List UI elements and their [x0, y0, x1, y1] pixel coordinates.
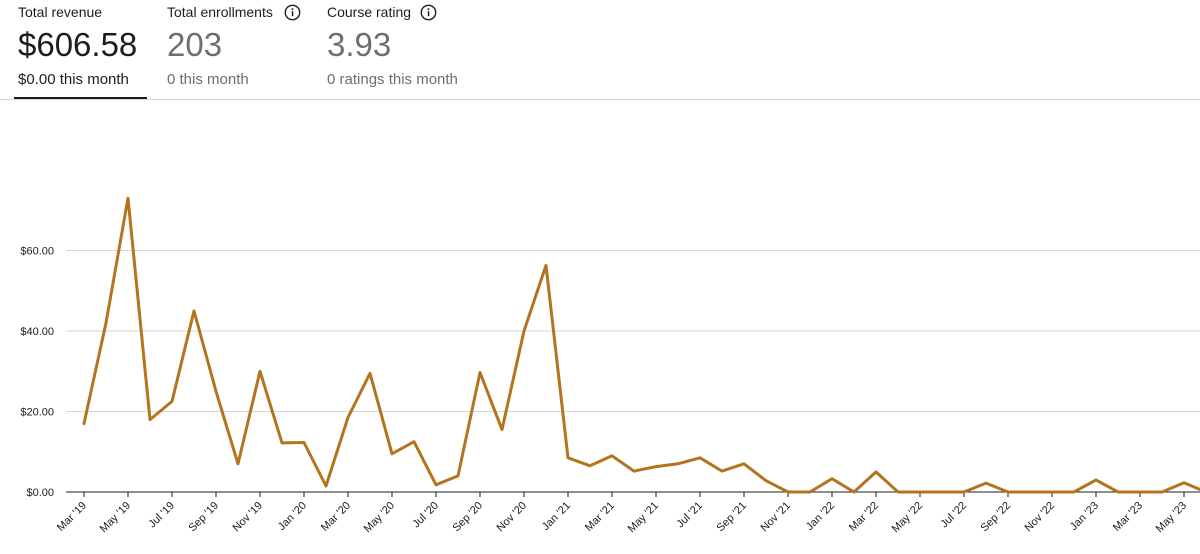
metric-value: 203: [167, 26, 223, 63]
data-point: [193, 309, 196, 312]
x-tick-label: Jul '21: [674, 500, 705, 531]
revenue-line-chart: $0.00 $20.00 $40.00 $60.00 Mar '19 May '19 Jul…: [20, 196, 1200, 535]
data-point: [589, 464, 592, 467]
active-tab-underline: [14, 97, 147, 99]
data-point: [743, 462, 746, 465]
data-point: [1073, 491, 1076, 494]
metric-total-enrollments[interactable]: Total enrollments 203 0 this month: [167, 0, 307, 98]
data-point: [501, 428, 504, 431]
metric-total-revenue[interactable]: Total revenue $606.58 $0.00 this month: [18, 0, 150, 98]
x-tick-label: Nov '20: [495, 500, 530, 535]
data-point: [611, 454, 614, 457]
metric-value: $606.58: [18, 26, 138, 63]
data-point: [171, 400, 174, 403]
data-point: [1139, 491, 1142, 494]
x-tick-label: Sep '21: [714, 500, 749, 535]
x-tick-label: Jan '20: [276, 500, 309, 533]
data-point: [237, 462, 240, 465]
metric-course-rating[interactable]: Course rating 3.93 0 ratings this month: [327, 0, 477, 98]
data-point: [347, 416, 350, 419]
data-point: [1117, 491, 1120, 494]
data-point: [941, 491, 944, 494]
data-point: [325, 484, 328, 487]
data-point: [875, 470, 878, 473]
data-point: [655, 465, 658, 468]
data-point: [853, 491, 856, 494]
x-tick-label: Nov '19: [231, 500, 266, 535]
x-tick-label: Jul '19: [146, 500, 177, 531]
data-point: [83, 422, 86, 425]
y-tick-label: $60.00: [20, 246, 54, 258]
y-tick-label: $40.00: [20, 326, 54, 338]
x-tick-label: Jul '22: [938, 500, 969, 531]
x-tick-label: Mar '22: [847, 500, 881, 534]
x-tick-label: May '19: [98, 500, 133, 535]
x-tick-label: May '23: [1154, 500, 1189, 535]
data-point: [545, 264, 548, 267]
metric-value: 3.93: [327, 26, 392, 63]
metric-label: Course rating: [327, 4, 412, 20]
x-tick-label: Mar '23: [1111, 500, 1145, 534]
metric-label: Total revenue: [18, 4, 103, 20]
data-point: [479, 371, 482, 374]
data-point: [303, 441, 306, 444]
x-tick-label: Mar '20: [319, 500, 353, 534]
data-point: [1029, 491, 1032, 494]
data-point: [787, 491, 790, 494]
data-point: [413, 440, 416, 443]
info-circle-icon[interactable]: [284, 4, 301, 21]
x-tick-label: Jan '21: [540, 500, 573, 533]
data-point: [963, 491, 966, 494]
data-point: [721, 470, 724, 473]
x-tick-label: Sep '20: [450, 500, 485, 535]
data-point: [1095, 478, 1098, 481]
x-tick-label: May '22: [890, 500, 925, 535]
data-point: [105, 321, 108, 324]
data-point: [127, 197, 130, 200]
x-tick-label: Nov '21: [759, 500, 794, 535]
data-point: [215, 390, 218, 393]
revenue-series-line: [82, 196, 1200, 494]
data-point: [369, 372, 372, 375]
data-point: [633, 470, 636, 473]
data-point: [1183, 481, 1186, 484]
data-point: [567, 456, 570, 459]
data-point: [919, 491, 922, 494]
data-point: [897, 491, 900, 494]
y-tick-label: $0.00: [26, 487, 54, 499]
x-tick-label: May '21: [626, 500, 661, 535]
x-tick-label: May '20: [362, 500, 397, 535]
data-point: [281, 441, 284, 444]
data-point: [259, 370, 262, 373]
data-point: [1007, 491, 1010, 494]
metric-subtext: 0 this month: [167, 71, 249, 88]
x-tick-label: Jan '23: [1068, 500, 1101, 533]
x-tick-label: Mar '19: [55, 500, 89, 534]
data-point: [1051, 491, 1054, 494]
data-point: [523, 330, 526, 333]
x-tick-label: Sep '19: [186, 500, 221, 535]
x-tick-label: Sep '22: [978, 500, 1013, 535]
data-point: [699, 456, 702, 459]
data-point: [391, 452, 394, 455]
data-point: [149, 418, 152, 421]
x-tick-label: Jan '22: [804, 500, 837, 533]
data-point: [809, 491, 812, 494]
data-point: [985, 482, 988, 485]
data-point: [1161, 491, 1164, 494]
metrics-header: Total revenue $606.58 $0.00 this month T…: [0, 0, 1200, 100]
x-tick-label: Mar '21: [583, 500, 617, 534]
x-tick-label: Jul '20: [410, 500, 441, 531]
x-tick-label: Nov '22: [1023, 500, 1058, 535]
data-point: [831, 477, 834, 480]
data-point: [457, 474, 460, 477]
data-point: [765, 479, 768, 482]
data-point: [677, 462, 680, 465]
metric-subtext: 0 ratings this month: [327, 71, 458, 88]
data-point: [435, 483, 438, 486]
metric-label: Total enrollments: [167, 4, 273, 20]
y-tick-label: $20.00: [20, 407, 54, 419]
info-circle-icon[interactable]: [420, 4, 437, 21]
metric-subtext: $0.00 this month: [18, 71, 129, 88]
